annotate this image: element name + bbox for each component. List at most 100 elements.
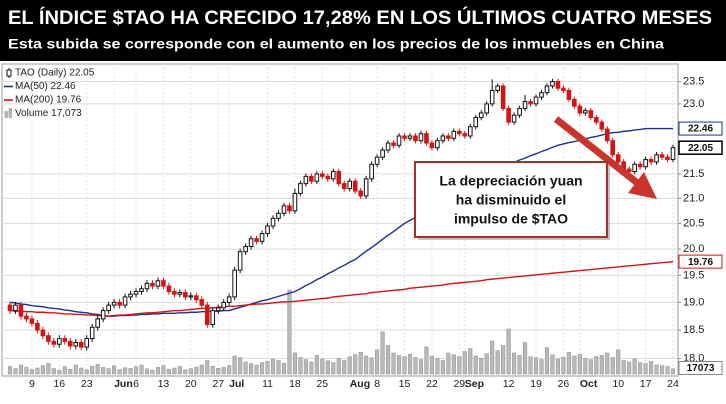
- candle-body: [24, 315, 29, 320]
- candle-body: [665, 156, 670, 161]
- volume-bar: [386, 345, 391, 375]
- volume-bar: [577, 353, 582, 375]
- volume-bar: [632, 358, 637, 375]
- candle-body: [341, 183, 347, 190]
- x-tick-label: 12: [503, 378, 515, 390]
- candle-body: [144, 282, 150, 290]
- candle-body: [413, 135, 418, 142]
- volume-bar: [73, 364, 78, 375]
- volume-bar: [194, 366, 199, 375]
- volume-bar: [13, 368, 18, 375]
- candle-body: [193, 295, 199, 301]
- candle-body: [517, 107, 522, 116]
- value-box: [678, 254, 723, 269]
- x-tick-label: 25: [316, 378, 328, 390]
- volume-bar: [654, 364, 659, 375]
- candle-body: [128, 293, 133, 298]
- volume-bar: [106, 368, 111, 375]
- candle-body: [451, 130, 457, 139]
- annotation-text: impulso de $TAO: [454, 211, 568, 227]
- candle-body: [478, 112, 484, 119]
- volume-bar: [133, 366, 139, 375]
- x-tick-label: 19: [530, 378, 542, 390]
- candle-body: [391, 142, 396, 146]
- candle-body: [626, 168, 632, 173]
- candle-body: [500, 85, 506, 109]
- x-tick-label: 20: [185, 378, 197, 390]
- candle-body: [643, 159, 648, 168]
- candle-body: [358, 190, 363, 197]
- volume-bar: [298, 357, 303, 375]
- candle-body: [298, 183, 303, 194]
- volume-bar: [490, 340, 495, 375]
- x-tick-label: 18: [289, 378, 301, 390]
- candle-body: [533, 96, 539, 105]
- volume-bar: [572, 355, 577, 375]
- candle-body: [659, 154, 665, 158]
- volume-bar: [495, 350, 500, 375]
- candle-body: [232, 269, 237, 298]
- legend: TAO (Daily) 22.05 MA(50) 22.46 MA(200) 19.…: [4, 68, 95, 119]
- volume-bar: [358, 352, 363, 375]
- x-tick-label: 17: [640, 378, 652, 390]
- candle-body: [654, 154, 659, 163]
- candle-body: [13, 304, 18, 312]
- volume-bar: [139, 364, 144, 375]
- volume-bar: [566, 352, 571, 375]
- value-box: [678, 121, 723, 136]
- candle-body: [183, 292, 188, 298]
- candle-body: [309, 175, 314, 182]
- volume-bar: [391, 352, 396, 375]
- volume-bar: [659, 365, 665, 375]
- candle-body: [369, 163, 374, 180]
- volume-bar: [57, 370, 62, 375]
- volume-bar: [276, 360, 281, 375]
- candle-body: [435, 140, 440, 149]
- y-tick-label: 19.0: [683, 296, 704, 308]
- volume-bar: [161, 365, 166, 375]
- candle-body: [303, 175, 309, 185]
- candle-body: [276, 212, 281, 219]
- annotation: La depreciación yuan ha disminuido el im…: [414, 161, 610, 240]
- annotation-text: La depreciación yuan: [439, 173, 582, 189]
- volume-bar: [539, 359, 544, 375]
- volume-bar: [112, 365, 117, 375]
- candle-body: [424, 133, 429, 144]
- candle-body: [29, 318, 35, 324]
- volume-bar: [314, 355, 319, 375]
- candle-body: [363, 178, 369, 197]
- volume-bar: [128, 368, 133, 375]
- volume-bar: [150, 369, 155, 375]
- candle-body: [89, 326, 95, 340]
- volume-bar: [599, 355, 604, 375]
- candle-body: [380, 149, 385, 158]
- volume-bar: [309, 361, 314, 375]
- candle-body: [484, 103, 490, 114]
- volume-bar: [484, 353, 489, 375]
- volume-bar: [407, 353, 413, 375]
- volume-bar: [51, 368, 56, 375]
- x-tick-label: 29: [453, 378, 465, 390]
- volume-bar: [380, 331, 385, 375]
- candle-body: [648, 159, 654, 163]
- candle-body: [374, 156, 380, 165]
- volume-bar: [479, 358, 484, 375]
- candle-body: [637, 163, 643, 168]
- volume-bar: [183, 369, 188, 375]
- candle-body: [528, 101, 533, 105]
- volume-bar: [303, 359, 308, 375]
- volume-bar: [243, 361, 248, 375]
- x-tick-label: Oct: [580, 378, 598, 390]
- legend-icon: [8, 108, 12, 118]
- candle-body: [396, 135, 402, 146]
- candle-body: [100, 310, 106, 320]
- y-tick-label: 23.5: [683, 75, 704, 87]
- x-tick-label: 13: [158, 378, 170, 390]
- candle-body: [610, 140, 616, 156]
- candle-body: [418, 133, 424, 142]
- title: EL ÍNDICE $TAO HA CRECIDO 17,28% EN LOS …: [8, 7, 712, 29]
- candle-body: [473, 117, 479, 128]
- volume-bar: [18, 364, 24, 375]
- volume-bar: [144, 368, 150, 375]
